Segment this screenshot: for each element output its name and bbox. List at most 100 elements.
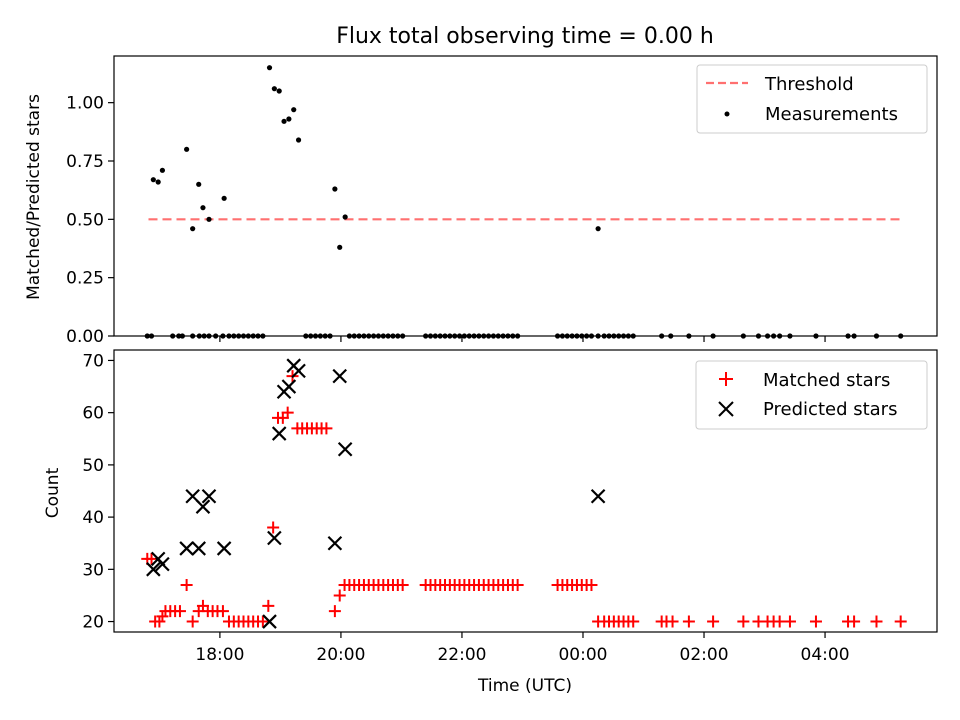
panel-bottom: 20 30 40 50 60 70 18:00 20:00 22:00 00:00 02:00 04… — [43, 349, 938, 696]
legend-matched-label: Matched stars — [763, 370, 890, 391]
predicted-star-point — [291, 363, 306, 379]
bottom-ytick-label: 40 — [82, 508, 104, 528]
measurement-point — [221, 195, 227, 201]
measurement-point — [332, 186, 338, 192]
bottom-legend: Matched stars Predicted stars — [695, 360, 928, 430]
xtick-label: 00:00 — [558, 645, 607, 665]
top-ytick-label: 0.50 — [66, 210, 104, 230]
matched-star-point — [396, 579, 409, 591]
matched-star-point — [783, 615, 796, 628]
top-y-axis-label: Matched/Predicted stars — [24, 94, 44, 300]
measurement-point — [159, 167, 166, 173]
legend-threshold-label: Threshold — [764, 74, 854, 95]
predicted-star-point — [262, 614, 277, 629]
matched-star-point — [267, 521, 280, 534]
top-x-ticks — [219, 336, 826, 342]
panel-top: 0.00 0.25 0.50 0.75 1.00 Matched/Predicted s… — [24, 55, 938, 347]
top-ytick-label: 0.25 — [66, 269, 104, 289]
matched-star-point — [262, 599, 275, 612]
legend-measurements-swatch — [724, 111, 730, 117]
xtick-label: 04:00 — [801, 645, 850, 665]
matched-star-point — [256, 615, 269, 628]
top-ytick-label: 0.00 — [66, 327, 104, 347]
measurement-point — [150, 177, 156, 183]
bottom-plot-marks — [141, 358, 907, 629]
predicted-star-point — [155, 556, 170, 572]
xtick-label: 02:00 — [680, 645, 729, 665]
predicted-star-point — [146, 562, 161, 577]
predicted-star-point — [195, 499, 211, 514]
matched-star-point — [707, 615, 720, 628]
predicted-star-point — [201, 488, 217, 504]
matched-star-point — [511, 579, 524, 591]
measurement-point — [595, 226, 601, 232]
measurement-point — [266, 65, 273, 71]
bottom-ytick-label: 50 — [82, 456, 104, 476]
matched-star-point — [894, 615, 907, 628]
matched-star-point — [737, 615, 750, 628]
matched-star-point — [281, 406, 294, 419]
bottom-ytick-label: 30 — [82, 560, 104, 580]
matched-star-point — [809, 615, 822, 628]
legend-predicted-label: Predicted stars — [763, 399, 897, 420]
matched-star-point — [773, 615, 786, 628]
legend-measurements-label: Measurements — [765, 104, 898, 125]
bottom-y-ticks: 20 30 40 50 60 70 — [82, 351, 114, 633]
legend-matched-swatch — [719, 372, 733, 386]
predicted-star-point — [590, 488, 606, 504]
bottom-x-ticks: 18:00 20:00 22:00 00:00 02:00 04:00 — [195, 632, 850, 665]
matched-star-point — [216, 605, 229, 618]
measurement-point — [337, 244, 343, 250]
top-legend: Threshold Measurements — [696, 64, 928, 134]
measurement-point — [271, 86, 277, 92]
measurement-point — [295, 137, 302, 143]
matched-star-point — [173, 605, 186, 618]
chart-title: Flux total observing time = 0.00 h — [336, 24, 714, 49]
measurement-point — [286, 116, 292, 122]
matched-star-point — [145, 552, 158, 565]
top-ytick-label: 1.00 — [66, 94, 104, 114]
predicted-star-point — [281, 379, 297, 394]
matched-star-point — [186, 615, 199, 628]
predicted-star-point — [271, 426, 287, 441]
matched-star-point — [848, 615, 861, 628]
measurement-point — [206, 216, 212, 222]
measurement-point — [155, 179, 161, 185]
top-legend-box — [696, 64, 928, 134]
matched-star-point — [180, 579, 193, 591]
bottom-ytick-label: 70 — [82, 351, 104, 371]
bottom-axes-frame — [113, 349, 938, 633]
predicted-star-point — [179, 541, 194, 556]
predicted-star-point — [191, 541, 206, 556]
predicted-star-point — [332, 368, 347, 384]
bottom-ytick-label: 60 — [82, 404, 104, 424]
predicted-star-point — [267, 530, 282, 546]
top-y-ticks: 0.00 0.25 0.50 0.75 1.00 — [66, 94, 114, 347]
top-ytick-label: 0.75 — [66, 152, 104, 172]
legend-predicted-swatch — [718, 401, 734, 417]
predicted-star-point — [327, 535, 343, 551]
bottom-legend-box — [695, 360, 928, 430]
matched-star-point — [870, 615, 883, 628]
matched-star-point — [333, 589, 346, 602]
measurement-point — [342, 214, 348, 220]
xtick-label: 20:00 — [316, 645, 365, 665]
x-axis-label: Time (UTC) — [477, 676, 572, 696]
measurement-point — [200, 205, 206, 211]
matched-star-point — [328, 605, 341, 618]
measurement-point — [184, 146, 190, 152]
matched-star-point — [320, 422, 333, 435]
measurement-point — [291, 107, 297, 113]
matched-star-point — [627, 615, 640, 628]
xtick-label: 22:00 — [437, 645, 486, 665]
measurement-point — [190, 226, 196, 232]
bottom-ytick-label: 20 — [82, 613, 104, 633]
matched-star-point — [585, 579, 598, 591]
bottom-y-axis-label: Count — [43, 467, 63, 518]
predicted-star-point — [216, 541, 232, 556]
xtick-label: 18:00 — [195, 645, 244, 665]
measurement-point — [196, 181, 202, 187]
top-axes-frame — [113, 55, 938, 337]
matched-star-point — [682, 615, 695, 628]
matched-star-point — [666, 615, 679, 628]
